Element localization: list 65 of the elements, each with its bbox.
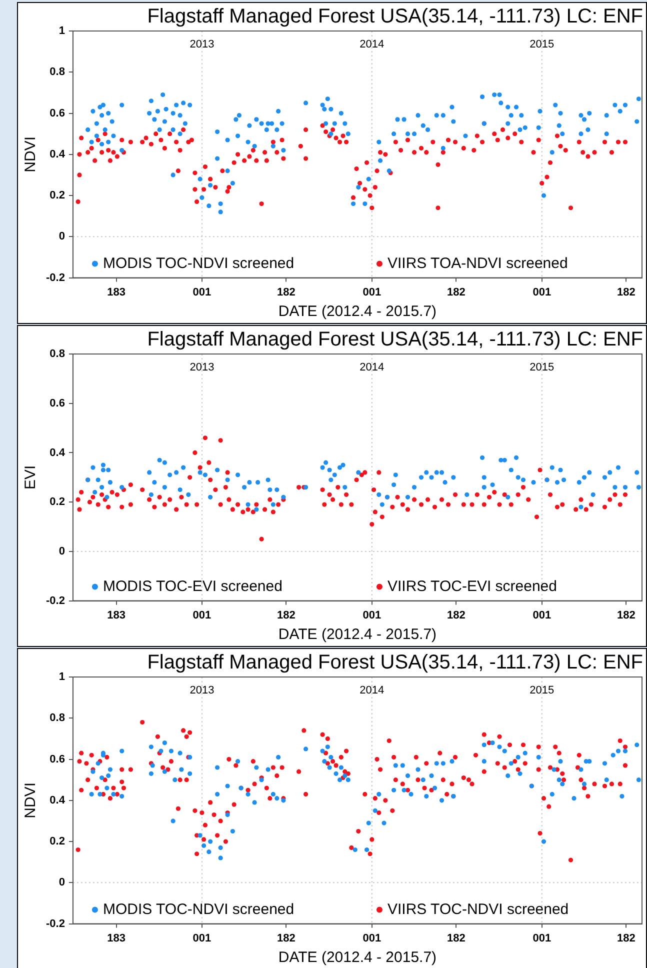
y-tick-label: 0.8 [50,66,65,78]
ref-line-label: 2015 [530,362,554,374]
ref-line-label: 2014 [360,38,384,51]
x-tick-label: 001 [192,609,212,622]
y-tick-label: -0.2 [46,918,65,930]
y-tick-label: 0 [58,545,65,558]
y-tick-label: 0.2 [50,190,65,202]
x-tick-label: 182 [277,609,296,622]
ref-line-label: 2013 [190,38,214,51]
x-axis-title: DATE (2012.4 - 2015.7) [278,303,437,320]
x-tick-label: 001 [362,609,382,622]
y-axis-title: EVI [22,465,40,490]
x-tick-label: 183 [107,932,126,944]
y-tick-label: 0 [58,230,65,243]
y-axis-title: NDVI [22,136,40,172]
y-tick-label: 0.2 [50,496,65,508]
chart-title: Flagstaff Managed Forest USA(35.14, -111.73) LC: ENF [147,328,643,351]
chart-title: Flagstaff Managed Forest USA(35.14, -111.73) LC: ENF [147,6,643,28]
x-tick-label: 001 [192,286,212,298]
x-axis-title: DATE (2012.4 - 2015.7) [278,626,437,644]
x-tick-label: 182 [277,932,296,944]
x-tick-label: 182 [616,932,636,944]
legend-label: VIIRS TOA-NDVI screened [387,254,568,272]
x-tick-label: 182 [447,286,466,298]
y-tick-label: -0.2 [46,594,65,607]
x-tick-label: 182 [616,609,636,622]
ref-line-label: 2013 [190,362,214,374]
legend-label: MODIS TOC-NDVI screened [102,900,294,918]
x-tick-label: 001 [532,609,552,622]
y-tick-label: 0.2 [50,836,65,848]
x-tick-label: 001 [362,286,382,298]
y-tick-label: 0.4 [50,148,66,160]
x-tick-label: 183 [107,286,126,298]
legend-label: VIIRS TOC-NDVI screened [387,900,569,918]
x-tick-label: 182 [277,286,296,298]
x-tick-label: 001 [192,932,212,944]
y-tick-label: 0.8 [50,348,65,360]
x-tick-label: 182 [616,286,636,298]
y-tick-label: 0 [58,876,65,889]
ref-line-label: 2014 [360,362,384,374]
x-tick-label: 182 [447,932,466,944]
ref-line-label: 2015 [530,38,554,51]
ref-line-label: 2015 [530,684,554,697]
y-tick-label: -0.2 [46,272,65,284]
y-tick-label: 1 [58,671,65,684]
y-tick-label: 0.4 [50,446,66,459]
x-axis-title: DATE (2012.4 - 2015.7) [278,949,437,966]
ref-line-label: 2014 [360,684,384,697]
legend-label: VIIRS TOC-EVI screened [387,578,557,595]
legend-label: MODIS TOC-NDVI screened [102,254,294,272]
x-tick-label: 001 [532,932,552,944]
x-tick-label: 183 [107,609,126,622]
x-tick-label: 001 [362,932,382,944]
x-tick-label: 001 [532,286,552,298]
chart-title: Flagstaff Managed Forest USA(35.14, -111.73) LC: ENF [147,652,643,674]
y-tick-label: 0.4 [50,794,66,806]
y-tick-label: 0.8 [50,712,65,724]
x-tick-label: 182 [447,609,466,622]
legend-label: MODIS TOC-EVI screened [102,578,282,595]
y-tick-label: 1 [58,25,65,38]
y-tick-label: 0.6 [50,753,65,766]
y-tick-label: 0.6 [50,397,65,410]
ref-line-label: 2013 [190,684,214,697]
y-tick-label: 0.6 [50,107,65,120]
y-axis-title: NDVI [22,782,40,818]
